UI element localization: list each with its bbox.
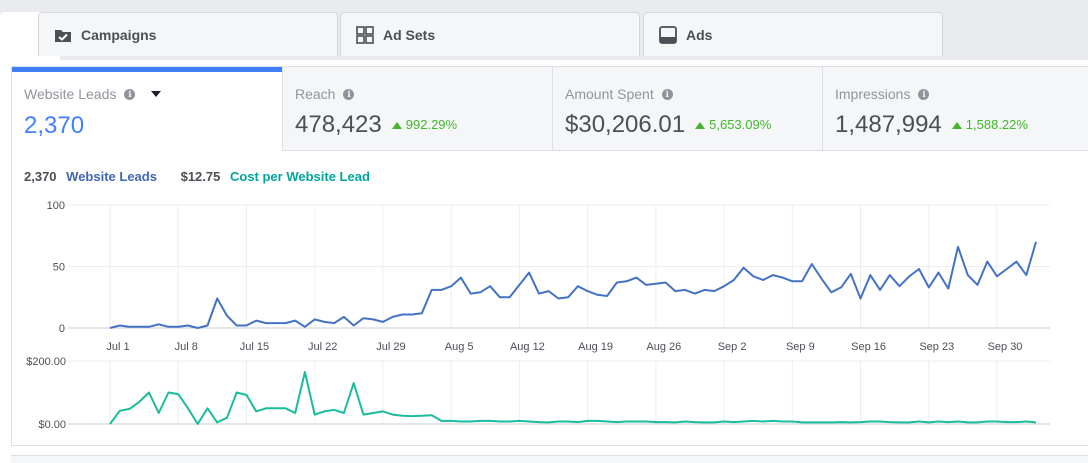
- x-tick-label: Jul 8: [175, 341, 198, 353]
- metric-website-leads[interactable]: Website Leads i 2,370: [12, 67, 282, 151]
- x-tick-label: Aug 12: [510, 341, 545, 353]
- info-icon[interactable]: i: [918, 88, 930, 100]
- cost-series-line: [109, 371, 1037, 425]
- metric-value: $30,206.01: [565, 111, 686, 138]
- metric-value: 1,487,994: [835, 111, 942, 138]
- metric-row: Website Leads i 2,370 Reach i 478,423 992…: [12, 67, 1088, 151]
- metric-label: Amount Spent: [565, 86, 654, 102]
- ad-icon: [658, 25, 678, 44]
- grid-icon: [355, 25, 375, 44]
- arrow-up-icon: [951, 122, 962, 129]
- x-tick-label: Jul 29: [376, 341, 405, 353]
- x-tick-label: Jul 22: [308, 341, 337, 353]
- tab-ads-label: Ads: [686, 26, 713, 43]
- chart-summary: 2,370 Website Leads $12.75 Cost per Webs…: [24, 169, 370, 184]
- cost-legend[interactable]: Cost per Website Lead: [229, 169, 370, 184]
- info-icon[interactable]: i: [124, 88, 136, 100]
- x-tick-label: Jul 15: [240, 341, 269, 353]
- tab-ads[interactable]: Ads: [643, 12, 943, 56]
- x-tick-label: Sep 2: [718, 341, 747, 353]
- y-tick-label: $200.00: [26, 356, 66, 368]
- insights-panel: Website Leads i 2,370 Reach i 478,423 992…: [11, 66, 1088, 446]
- metric-change: 5,653.09%: [709, 117, 772, 132]
- tab-ad-sets-label: Ad Sets: [383, 26, 436, 43]
- x-tick-label: Jul 1: [106, 341, 129, 353]
- caret-down-icon[interactable]: [151, 91, 162, 97]
- metric-value: 2,370: [24, 112, 85, 139]
- x-tick-label: Aug 26: [646, 341, 681, 353]
- metric-impressions[interactable]: Impressions i 1,487,994 1,588.22%: [822, 67, 1088, 151]
- y-tick-label: 0: [59, 323, 65, 335]
- x-tick-label: Sep 16: [851, 341, 886, 353]
- panel-footer: [11, 455, 1088, 463]
- metric-amount-spent[interactable]: Amount Spent i $30,206.01 5,653.09%: [552, 67, 822, 151]
- leads-legend[interactable]: Website Leads: [66, 169, 157, 184]
- leads-series-line: [109, 241, 1037, 329]
- tab-campaigns-label: Campaigns: [81, 26, 157, 43]
- x-tick-label: Aug 19: [578, 341, 613, 353]
- arrow-up-icon: [695, 122, 706, 129]
- info-icon[interactable]: i: [343, 88, 355, 100]
- x-tick-label: Aug 5: [445, 341, 474, 353]
- arrow-up-icon: [391, 122, 402, 129]
- y-tick-label: 100: [47, 200, 65, 212]
- metric-reach[interactable]: Reach i 478,423 992.29%: [282, 67, 552, 151]
- y-tick-label: $0.00: [38, 419, 66, 431]
- folder-check-icon: [53, 26, 73, 44]
- x-tick-label: Sep 23: [919, 341, 954, 353]
- x-tick-label: Sep 9: [786, 341, 815, 353]
- tab-campaigns[interactable]: Campaigns: [38, 12, 338, 56]
- y-tick-label: 50: [53, 262, 65, 274]
- info-icon[interactable]: i: [661, 88, 673, 100]
- metric-change: 992.29%: [405, 117, 458, 132]
- metric-label: Website Leads: [24, 86, 117, 102]
- cost-value: $12.75: [180, 169, 221, 184]
- tab-ad-sets[interactable]: Ad Sets: [340, 12, 640, 56]
- metric-value: 478,423: [295, 111, 382, 138]
- metric-label: Reach: [295, 86, 336, 102]
- metric-label: Impressions: [835, 86, 911, 102]
- metric-change: 1,588.22%: [965, 117, 1028, 132]
- x-tick-label: Sep 30: [988, 341, 1023, 353]
- leads-count: 2,370: [24, 169, 57, 184]
